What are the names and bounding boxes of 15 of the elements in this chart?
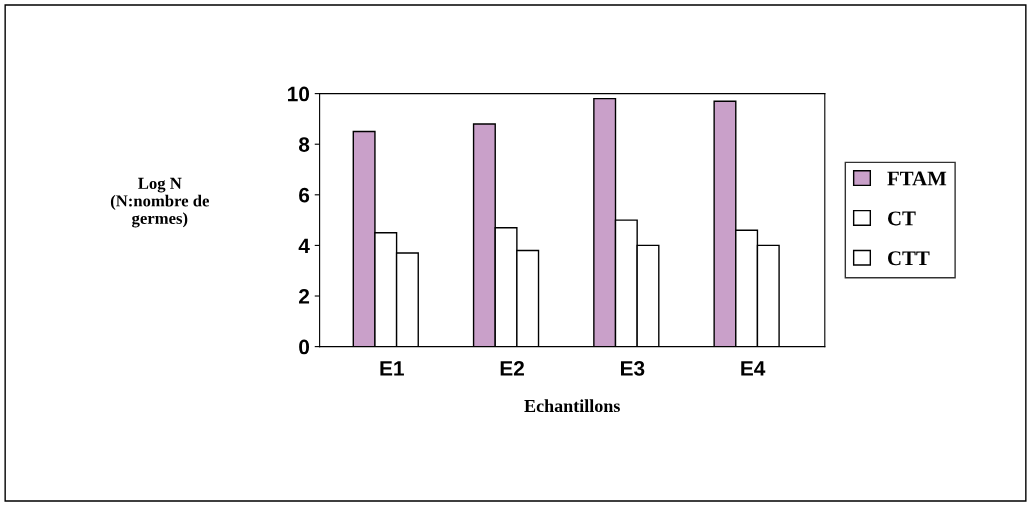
legend-label: CTT xyxy=(888,251,930,266)
x-axis-title: Echantillons xyxy=(524,399,620,413)
y-tick-label: 4 xyxy=(298,238,310,253)
y-tick-label: 10 xyxy=(288,86,310,102)
x-tick-label: E3 xyxy=(621,361,645,376)
x-tick-label: E4 xyxy=(741,361,766,376)
legend-label: CT xyxy=(888,211,916,226)
y-tick-label: 2 xyxy=(299,289,310,304)
y-axis-title: Log N (N:nombre de germes) xyxy=(110,177,209,228)
legend-label: FTAM xyxy=(887,171,947,186)
x-tick-label: E1 xyxy=(380,361,404,376)
y-tick-label: 6 xyxy=(299,187,310,203)
x-tick-label: E2 xyxy=(500,361,524,376)
y-tick-label: 8 xyxy=(298,137,310,152)
y-tick-label: 0 xyxy=(299,339,310,355)
